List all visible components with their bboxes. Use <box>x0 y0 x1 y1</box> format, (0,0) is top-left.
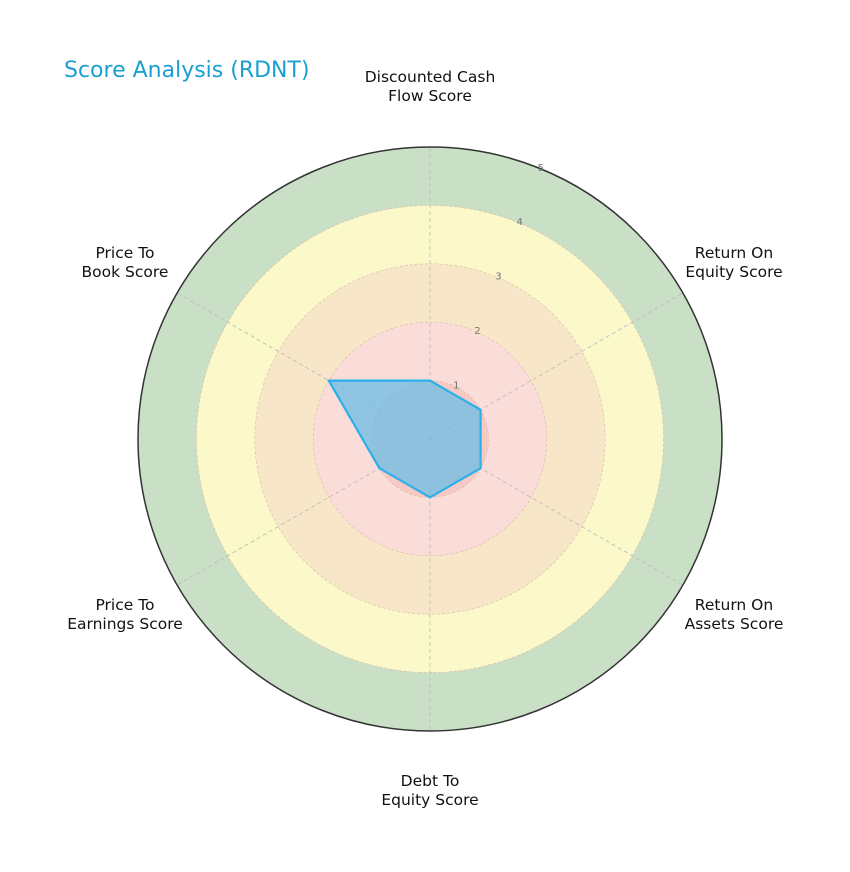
axis-label-line1: Discounted Cash <box>364 68 496 86</box>
axis-label: Debt To Equity Score <box>381 772 478 810</box>
series-polygon <box>326 379 482 499</box>
tick-label: 2 <box>474 326 480 337</box>
axis-label-line2: Earnings Score <box>67 615 183 633</box>
axis-label: Return On Assets Score <box>685 596 784 634</box>
axis-label: Return On Equity Score <box>685 244 782 282</box>
tick-label: 4 <box>516 217 522 228</box>
axis-label-line1: Price To <box>95 596 155 614</box>
axis-label-line2: Flow Score <box>388 87 472 105</box>
axis-label-line1: Price To <box>95 244 155 262</box>
axis-label: Price To Earnings Score <box>67 596 183 634</box>
axis-label: Discounted Cash Flow Score <box>365 68 496 106</box>
tick-label: 3 <box>495 272 501 283</box>
axis-label: Price To Book Score <box>82 244 169 282</box>
axis-label-line1: Return On <box>694 596 774 614</box>
axis-label-line2: Equity Score <box>381 791 479 809</box>
radial-ticks: 1 2 3 4 5 <box>453 163 544 392</box>
axis-label-line1: Return On <box>694 244 774 262</box>
axis-label-line2: Equity Score <box>685 263 783 281</box>
axis-label-line2: Assets Score <box>684 615 784 633</box>
axis-label-line2: Book Score <box>81 263 169 281</box>
tick-label: 5 <box>538 163 544 174</box>
chart-title: Score Analysis (RDNT) <box>64 58 310 83</box>
data-polygon <box>326 379 482 499</box>
tick-label: 1 <box>453 381 459 392</box>
axis-label-line1: Debt To <box>400 772 460 790</box>
